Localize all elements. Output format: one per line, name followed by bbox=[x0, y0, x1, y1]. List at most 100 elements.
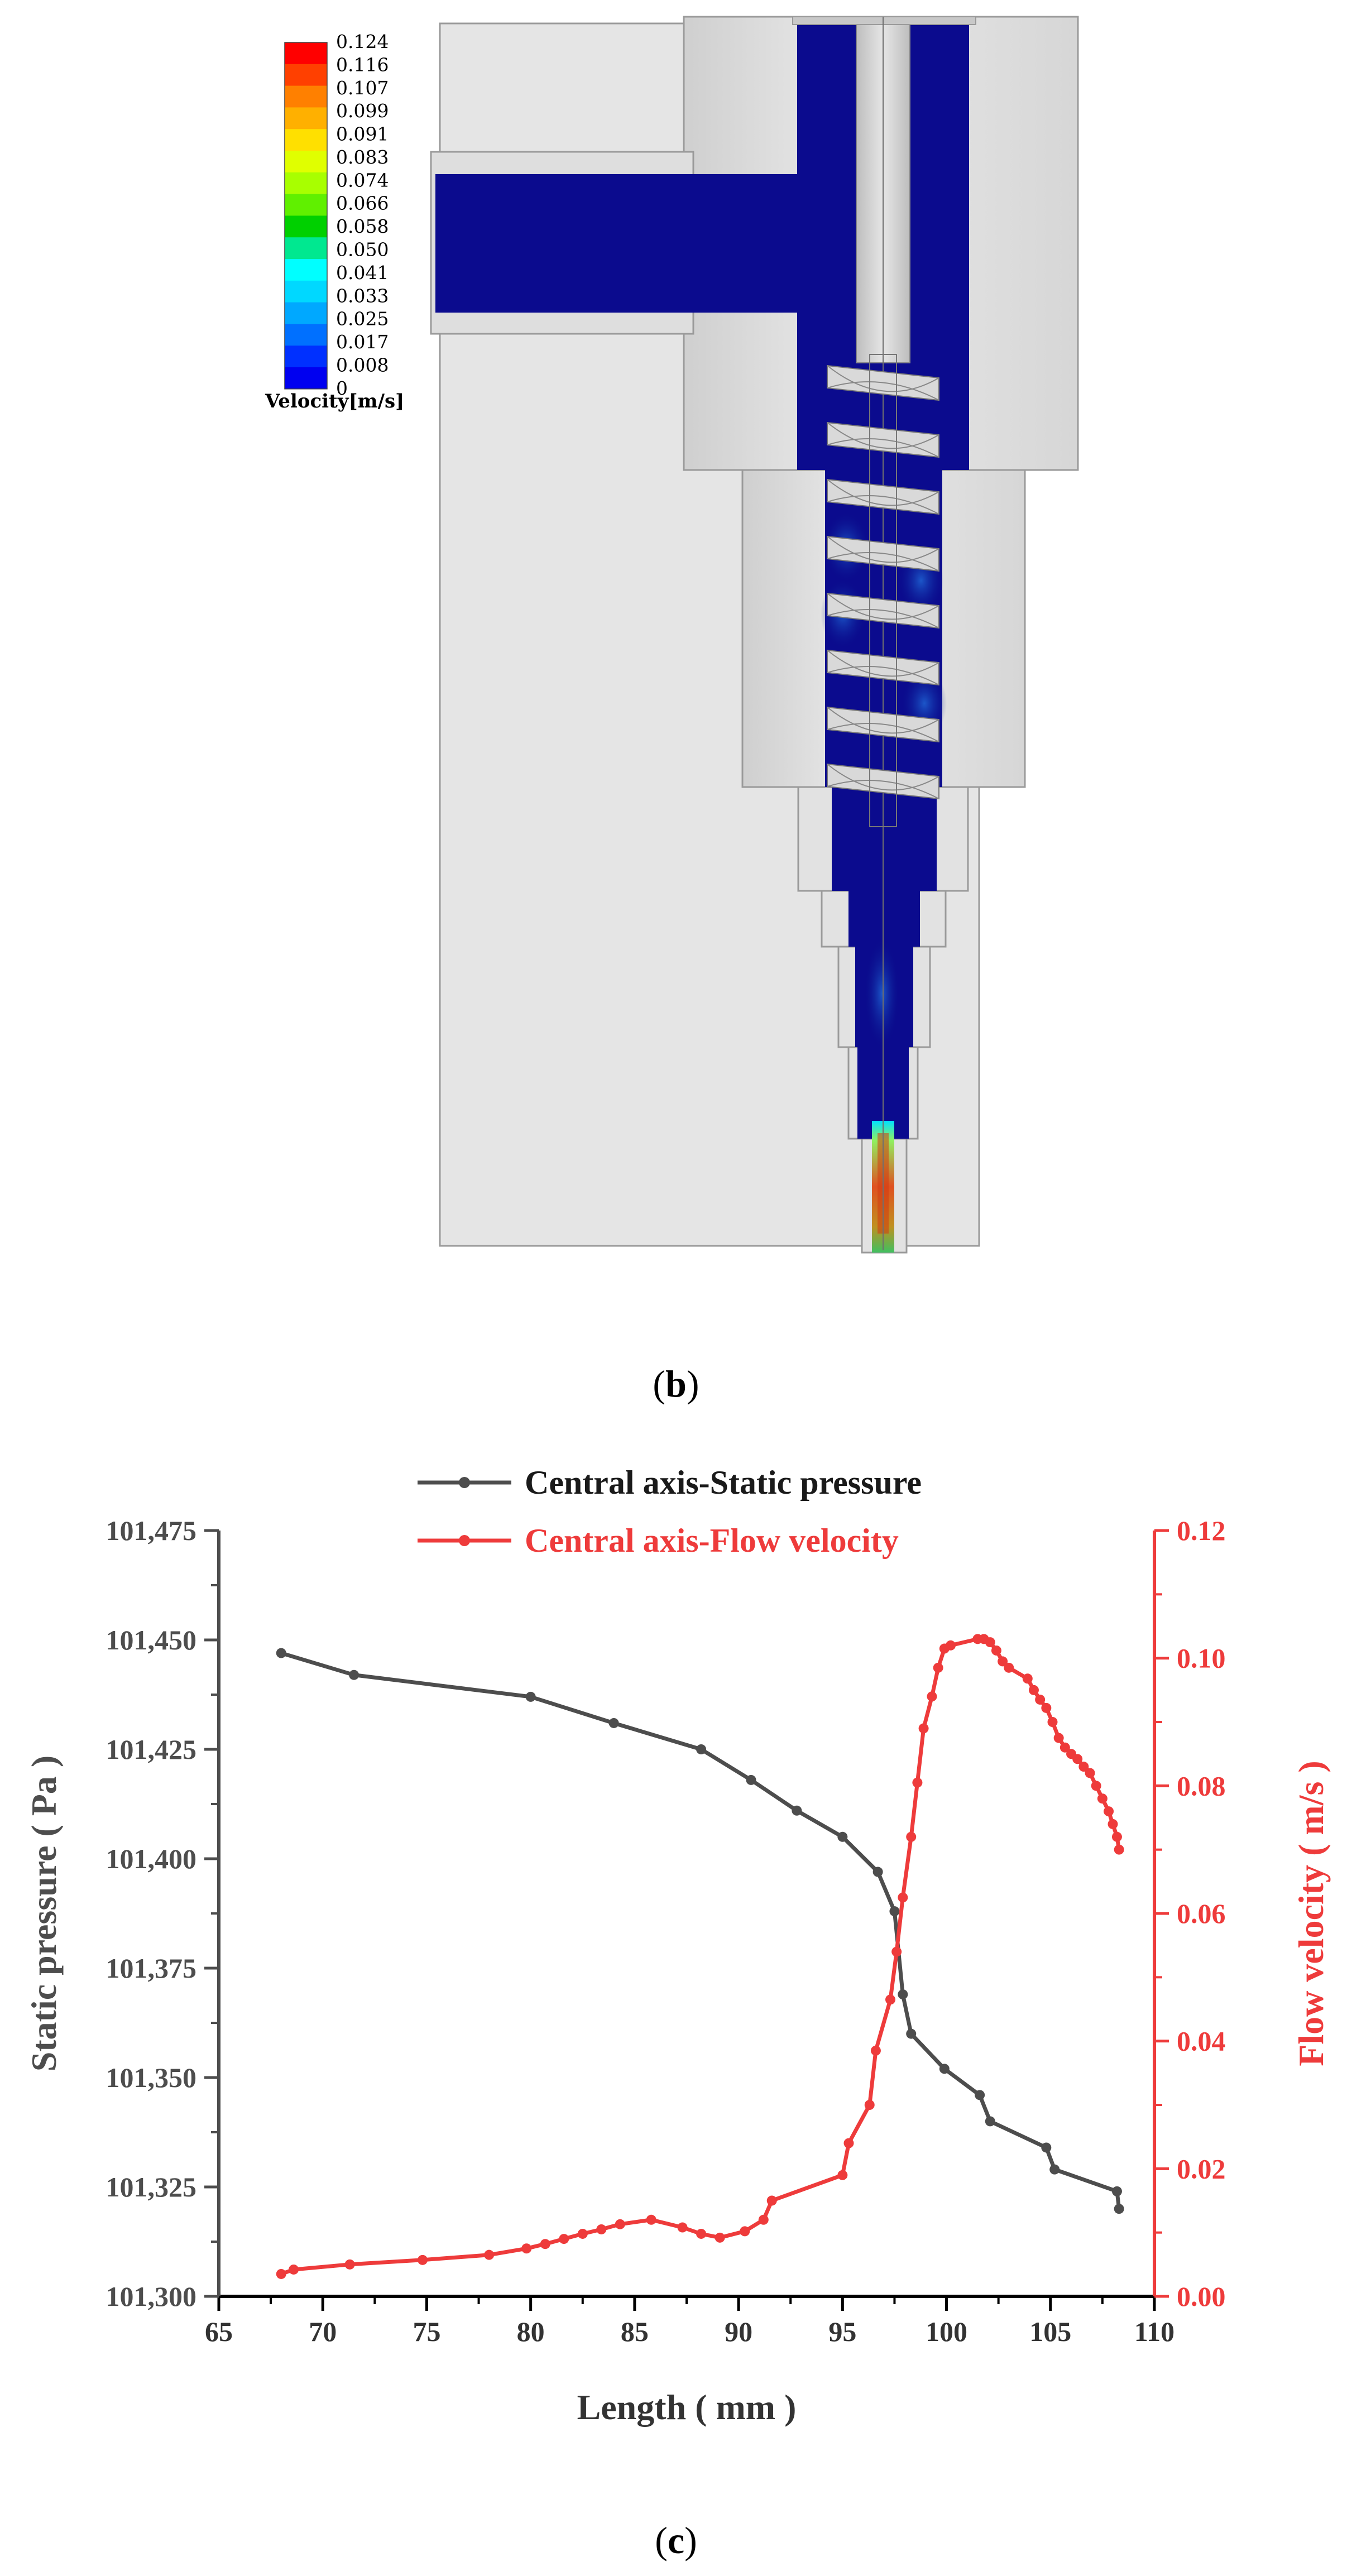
data-point bbox=[525, 1691, 536, 1702]
data-point bbox=[615, 2219, 625, 2229]
flow-highlight bbox=[865, 941, 899, 1047]
data-point bbox=[1041, 1702, 1052, 1713]
screw-edge bbox=[827, 780, 939, 799]
colorbar-swatch bbox=[285, 194, 327, 216]
data-point bbox=[1085, 1768, 1095, 1778]
y-left-tick-label: 101,375 bbox=[106, 1953, 197, 1984]
data-point bbox=[1111, 1831, 1122, 1842]
colorbar-title: Velocity[m/s] bbox=[265, 390, 404, 412]
colorbar-tick-label: 0 bbox=[336, 377, 348, 399]
data-point bbox=[1041, 2142, 1052, 2153]
colorbar-tick-label: 0.008 bbox=[336, 354, 389, 376]
legend-entry: Central axis-Static pressure bbox=[525, 1464, 922, 1501]
data-point bbox=[577, 2228, 588, 2239]
y-right-tick-label: 0.04 bbox=[1177, 2026, 1226, 2057]
velocity-colorbar: 0.1240.1160.1070.0990.0910.0830.0740.066… bbox=[265, 31, 404, 412]
colorbar-tick-label: 0.041 bbox=[336, 262, 389, 284]
y-right-tick-label: 0.10 bbox=[1177, 1643, 1226, 1674]
data-point bbox=[276, 2268, 286, 2279]
colorbar-swatch bbox=[285, 151, 327, 173]
colorbar-tick-label: 0.050 bbox=[336, 238, 389, 260]
data-point bbox=[837, 2170, 848, 2180]
colorbar-frame bbox=[284, 42, 328, 390]
y-left-tick-label: 101,450 bbox=[106, 1624, 197, 1656]
data-point bbox=[740, 2226, 750, 2237]
screw-edge bbox=[827, 422, 939, 449]
y-right-tick-label: 0.08 bbox=[1177, 1770, 1226, 1801]
data-point bbox=[1111, 2186, 1122, 2196]
pressure-velocity-chart: Central axis-Static pressure Central axis… bbox=[24, 1464, 1331, 2427]
colorbar-swatch bbox=[285, 237, 327, 260]
data-point bbox=[1028, 1685, 1039, 1695]
y-right-axis-label: Flow velocity ( m/s ) bbox=[1291, 1760, 1331, 2066]
data-point bbox=[696, 2228, 707, 2239]
y-left-axis-label: Static pressure ( Pa ) bbox=[24, 1755, 64, 2071]
data-point bbox=[998, 1656, 1008, 1667]
data-point bbox=[864, 2100, 875, 2110]
data-point bbox=[985, 1637, 995, 1648]
colorbar-tick-label: 0.107 bbox=[336, 77, 389, 99]
data-point bbox=[646, 2214, 656, 2225]
data-point bbox=[1114, 1844, 1124, 1855]
x-tick-label: 80 bbox=[517, 2316, 545, 2347]
x-tick-label: 65 bbox=[205, 2316, 233, 2347]
screw-edge bbox=[827, 650, 939, 677]
colorbar-swatch bbox=[285, 324, 327, 346]
screw-edge bbox=[827, 764, 939, 791]
colorbar-swatch bbox=[285, 346, 327, 368]
data-point bbox=[1114, 2204, 1124, 2214]
data-point bbox=[1059, 1742, 1070, 1753]
data-point bbox=[1097, 1793, 1108, 1804]
data-point bbox=[715, 2232, 725, 2243]
cfd-velocity-contour: 0.1240.1160.1070.0990.0910.0830.0740.066… bbox=[265, 16, 1079, 1254]
data-point bbox=[843, 2138, 854, 2148]
data-point bbox=[1104, 1806, 1114, 1817]
colorbar-tick-label: 0.033 bbox=[336, 285, 389, 306]
screw-edge bbox=[827, 438, 939, 458]
y-right-tick-label: 0.02 bbox=[1177, 2153, 1226, 2184]
legend-marker bbox=[459, 1477, 470, 1488]
screw-edge bbox=[827, 479, 939, 506]
data-point bbox=[933, 1662, 943, 1673]
screw-edge bbox=[827, 365, 939, 392]
colorbar-tick-label: 0.083 bbox=[336, 146, 389, 168]
panel-label-b: (b) bbox=[653, 1363, 699, 1405]
data-point bbox=[792, 1805, 802, 1816]
colorbar-tick-label: 0.017 bbox=[336, 331, 389, 353]
colorbar-tick-label: 0.116 bbox=[336, 54, 389, 75]
data-point bbox=[1091, 1781, 1101, 1791]
colorbar-swatch bbox=[285, 215, 327, 238]
x-axis-label: Length ( mm ) bbox=[577, 2387, 797, 2427]
colorbar-swatch bbox=[285, 107, 327, 129]
data-point bbox=[1108, 1819, 1118, 1829]
data-point bbox=[912, 1777, 923, 1788]
data-point bbox=[696, 1744, 707, 1754]
data-point bbox=[596, 2224, 607, 2234]
screw-core bbox=[869, 354, 897, 827]
plot-area bbox=[276, 1634, 1124, 2279]
colorbar-swatch bbox=[285, 42, 327, 65]
screw-edge bbox=[827, 666, 939, 685]
panel-label-c: (c) bbox=[655, 2519, 697, 2561]
axes: 65 70 75 80 85 90 95 100 105 110 101,300 101,325 101… bbox=[24, 1515, 1331, 2427]
data-point bbox=[906, 1831, 917, 1842]
colorbar-swatch bbox=[285, 302, 327, 324]
data-point bbox=[746, 1774, 756, 1785]
y-left-tick-label: 101,325 bbox=[106, 2171, 197, 2203]
data-point bbox=[344, 2259, 355, 2270]
y-left-tick-label: 101,300 bbox=[106, 2281, 197, 2312]
data-point bbox=[608, 1718, 619, 1728]
data-point bbox=[1078, 1762, 1089, 1772]
colorbar-swatch bbox=[285, 259, 327, 281]
data-point bbox=[891, 1946, 902, 1957]
y-left-tick-label: 101,425 bbox=[106, 1734, 197, 1765]
data-point bbox=[906, 2028, 917, 2039]
x-tick-label: 100 bbox=[926, 2316, 967, 2347]
colorbar-swatch bbox=[285, 367, 327, 390]
data-point bbox=[985, 2116, 995, 2127]
colorbar-tick-label: 0.074 bbox=[336, 169, 389, 191]
colorbar-tick-label: 0.066 bbox=[336, 193, 389, 214]
data-point bbox=[349, 1670, 359, 1680]
data-point bbox=[939, 2064, 950, 2074]
data-point bbox=[885, 1994, 895, 2005]
